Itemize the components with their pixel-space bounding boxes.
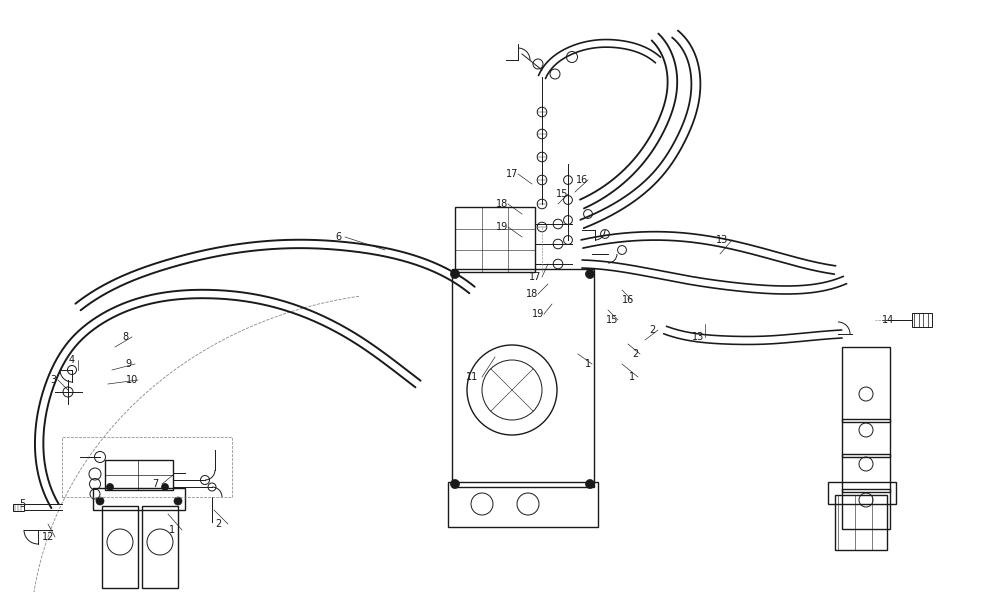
Text: 1: 1: [169, 525, 175, 535]
Text: 8: 8: [122, 332, 128, 342]
Text: 7: 7: [152, 479, 158, 489]
Text: 10: 10: [126, 375, 138, 385]
Text: 16: 16: [622, 295, 634, 305]
Text: 17: 17: [506, 169, 518, 179]
Text: 13: 13: [692, 332, 704, 342]
Text: 19: 19: [496, 222, 508, 232]
Text: 15: 15: [556, 189, 568, 199]
Text: 13: 13: [716, 235, 728, 245]
Bar: [842, 489, 890, 529]
Bar: [842, 454, 890, 492]
Circle shape: [162, 484, 169, 491]
Bar: [828, 482, 896, 504]
Circle shape: [451, 480, 460, 488]
Text: 1: 1: [585, 359, 591, 369]
Text: 15: 15: [606, 315, 618, 325]
Bar: [842, 419, 890, 457]
Text: 17: 17: [529, 272, 541, 282]
Text: 4: 4: [69, 355, 75, 365]
Text: 18: 18: [496, 199, 508, 209]
Circle shape: [586, 269, 595, 278]
Bar: [835, 495, 887, 550]
Text: 2: 2: [632, 349, 638, 359]
Text: 11: 11: [466, 372, 478, 382]
Circle shape: [586, 480, 595, 488]
Bar: [455, 207, 535, 272]
Text: 1: 1: [629, 372, 635, 382]
Bar: [13, 504, 24, 510]
Circle shape: [96, 497, 104, 505]
Text: 9: 9: [125, 359, 131, 369]
Text: 2: 2: [649, 325, 655, 335]
Text: 3: 3: [50, 375, 56, 385]
Bar: [912, 313, 932, 327]
Text: 5: 5: [19, 499, 25, 509]
Text: 6: 6: [335, 232, 341, 242]
Text: 14: 14: [882, 315, 894, 325]
Circle shape: [174, 497, 182, 505]
Bar: [142, 506, 178, 588]
Text: 18: 18: [526, 289, 538, 299]
Circle shape: [107, 484, 114, 491]
Text: 2: 2: [215, 519, 221, 529]
Bar: [448, 482, 598, 527]
Text: 12: 12: [42, 532, 54, 542]
Bar: [452, 269, 594, 487]
Text: 19: 19: [532, 309, 544, 319]
Text: 16: 16: [576, 175, 588, 185]
Bar: [842, 347, 890, 422]
Bar: [93, 488, 185, 510]
Bar: [105, 460, 173, 490]
Bar: [102, 506, 138, 588]
Circle shape: [451, 269, 460, 278]
